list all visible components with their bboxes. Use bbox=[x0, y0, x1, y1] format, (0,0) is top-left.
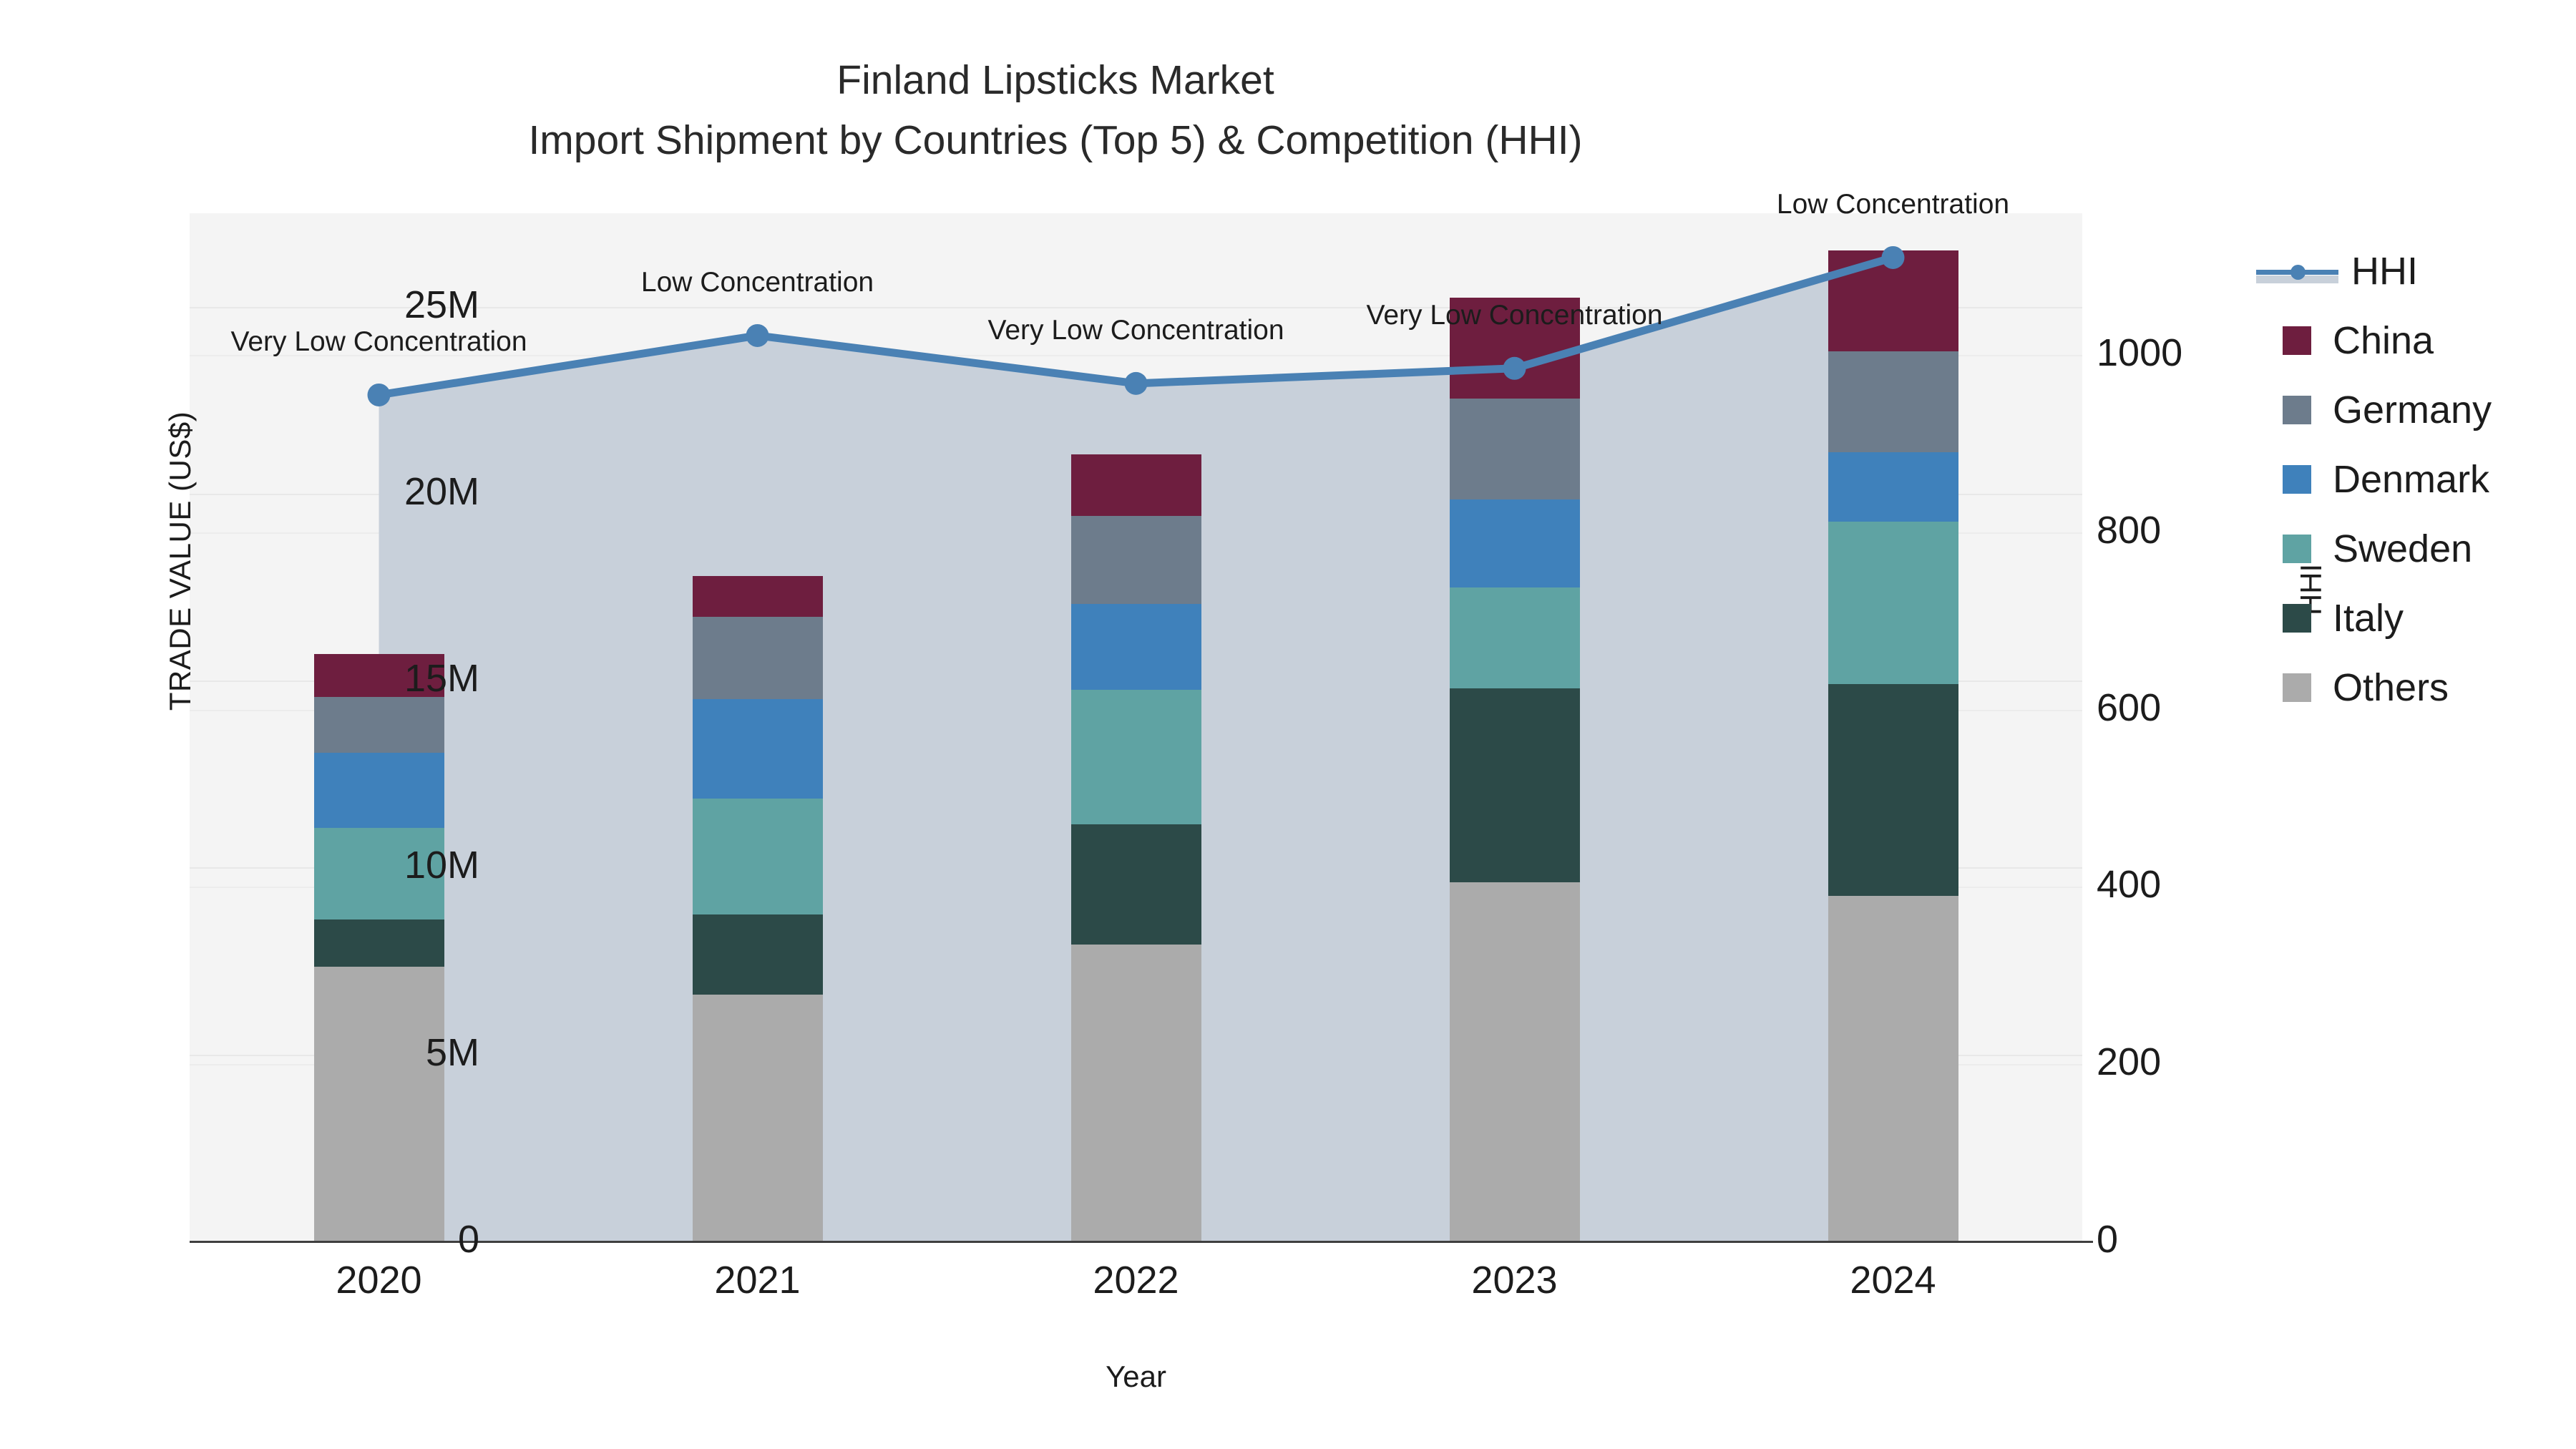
x-tick-2022: 2022 bbox=[1093, 1259, 1179, 1302]
legend: HHI China Germany Denmark Sweden Italy Others bbox=[2256, 236, 2569, 722]
y-tick-right: 200 bbox=[2097, 1040, 2162, 1084]
legend-item-others[interactable]: Others bbox=[2283, 653, 2569, 722]
y-tick-left: 25M bbox=[404, 283, 479, 326]
bar-group[interactable] bbox=[692, 213, 823, 1241]
bar-segment-others[interactable] bbox=[1070, 944, 1201, 1241]
annotation-label: Very Low Concentration bbox=[1366, 299, 1663, 331]
legend-swatch-icon bbox=[2283, 464, 2311, 494]
y-tick-left: 10M bbox=[404, 844, 479, 887]
annotation-label: Low Concentration bbox=[640, 266, 874, 298]
annotation-label: Very Low Concentration bbox=[987, 314, 1284, 346]
y-tick-left: 15M bbox=[404, 657, 479, 701]
bar-segment-italy[interactable] bbox=[313, 919, 444, 967]
bar-segment-sweden[interactable] bbox=[1828, 522, 1958, 685]
bar-segment-denmark[interactable] bbox=[692, 699, 823, 799]
legend-label: Others bbox=[2333, 665, 2449, 709]
legend-item-germany[interactable]: Germany bbox=[2283, 375, 2569, 444]
x-tick-2024: 2024 bbox=[1850, 1259, 1936, 1302]
bar-segment-germany[interactable] bbox=[692, 617, 823, 700]
y-tick-left: 5M bbox=[425, 1030, 479, 1074]
bar-segment-italy[interactable] bbox=[1449, 688, 1580, 883]
bar-segment-china[interactable] bbox=[1070, 454, 1201, 517]
legend-item-italy[interactable]: Italy bbox=[2283, 583, 2569, 653]
y-tick-right: 400 bbox=[2097, 863, 2162, 907]
legend-item-china[interactable]: China bbox=[2283, 306, 2569, 375]
bar-segment-denmark[interactable] bbox=[313, 753, 444, 829]
bar-segment-others[interactable] bbox=[692, 995, 823, 1241]
page-title: Finland Lipsticks Market bbox=[836, 57, 1274, 103]
x-tick-2023: 2023 bbox=[1471, 1259, 1558, 1302]
bar-segment-china[interactable] bbox=[313, 654, 444, 697]
legend-point-marker bbox=[2290, 264, 2306, 280]
x-tick-2021: 2021 bbox=[714, 1259, 801, 1302]
legend-label: Germany bbox=[2333, 388, 2492, 431]
legend-item-denmark[interactable]: Denmark bbox=[2283, 444, 2569, 514]
bar-segment-china[interactable] bbox=[1828, 250, 1958, 352]
legend-swatch-icon bbox=[2283, 534, 2311, 563]
bar-group[interactable] bbox=[1449, 213, 1580, 1241]
plot-area: Very Low Concentration Low Concentration V… bbox=[190, 189, 2082, 1241]
y-tick-right: 600 bbox=[2097, 686, 2162, 729]
y-tick-left: 20M bbox=[404, 469, 479, 513]
y-tick-right: 1000 bbox=[2097, 331, 2183, 375]
chart-subtitle: Import Shipment by Countries (Top 5) & C… bbox=[528, 117, 1583, 163]
x-tick-2020: 2020 bbox=[336, 1259, 422, 1302]
y-axis-left-label: TRADE VALUE (US$) bbox=[163, 411, 197, 711]
bar-segment-china[interactable] bbox=[692, 575, 823, 618]
bar-segment-germany[interactable] bbox=[1449, 398, 1580, 499]
bar-segment-sweden[interactable] bbox=[1070, 690, 1201, 825]
bar-segment-germany[interactable] bbox=[313, 696, 444, 753]
y-tick-right: 800 bbox=[2097, 508, 2162, 552]
legend-label: China bbox=[2333, 318, 2434, 362]
y-tick-left: 0 bbox=[457, 1218, 479, 1261]
legend-label: Italy bbox=[2333, 596, 2404, 640]
bar-segment-denmark[interactable] bbox=[1828, 452, 1958, 522]
legend-swatch-icon bbox=[2283, 395, 2311, 424]
bar-segment-italy[interactable] bbox=[692, 914, 823, 995]
legend-label: Sweden bbox=[2333, 527, 2473, 570]
bar-segment-italy[interactable] bbox=[1828, 684, 1958, 896]
bar-group[interactable] bbox=[1828, 213, 1958, 1241]
legend-item-hhi[interactable]: HHI bbox=[2256, 236, 2569, 306]
annotation-label: Low Concentration bbox=[1776, 188, 2010, 220]
bar-segment-germany[interactable] bbox=[1070, 516, 1201, 605]
x-axis-baseline bbox=[190, 1241, 2093, 1243]
x-axis-label: Year bbox=[1106, 1360, 1166, 1393]
bar-segment-italy[interactable] bbox=[1070, 824, 1201, 945]
legend-label: HHI bbox=[2351, 249, 2418, 293]
bar-group[interactable] bbox=[313, 213, 444, 1241]
legend-line-icon bbox=[2256, 257, 2338, 286]
bar-segment-sweden[interactable] bbox=[692, 798, 823, 914]
legend-swatch-icon bbox=[2283, 603, 2311, 633]
bar-segment-sweden[interactable] bbox=[1449, 587, 1580, 688]
legend-swatch-icon bbox=[2283, 673, 2311, 702]
bar-segment-others[interactable] bbox=[313, 966, 444, 1241]
bar-segment-others[interactable] bbox=[1449, 882, 1580, 1241]
annotation-label: Very Low Concentration bbox=[230, 326, 527, 357]
bar-segment-denmark[interactable] bbox=[1449, 499, 1580, 587]
bar-segment-denmark[interactable] bbox=[1070, 604, 1201, 691]
y-tick-right: 0 bbox=[2097, 1218, 2119, 1261]
chart-title-block: Finland Lipsticks Market Import Shipment… bbox=[0, 50, 2111, 170]
bar-group[interactable] bbox=[1070, 213, 1201, 1241]
legend-label: Denmark bbox=[2333, 457, 2490, 501]
bar-segment-others[interactable] bbox=[1828, 895, 1958, 1241]
bar-segment-germany[interactable] bbox=[1828, 351, 1958, 453]
bar-segment-sweden[interactable] bbox=[313, 828, 444, 919]
legend-item-sweden[interactable]: Sweden bbox=[2283, 514, 2569, 583]
legend-swatch-icon bbox=[2283, 326, 2311, 355]
